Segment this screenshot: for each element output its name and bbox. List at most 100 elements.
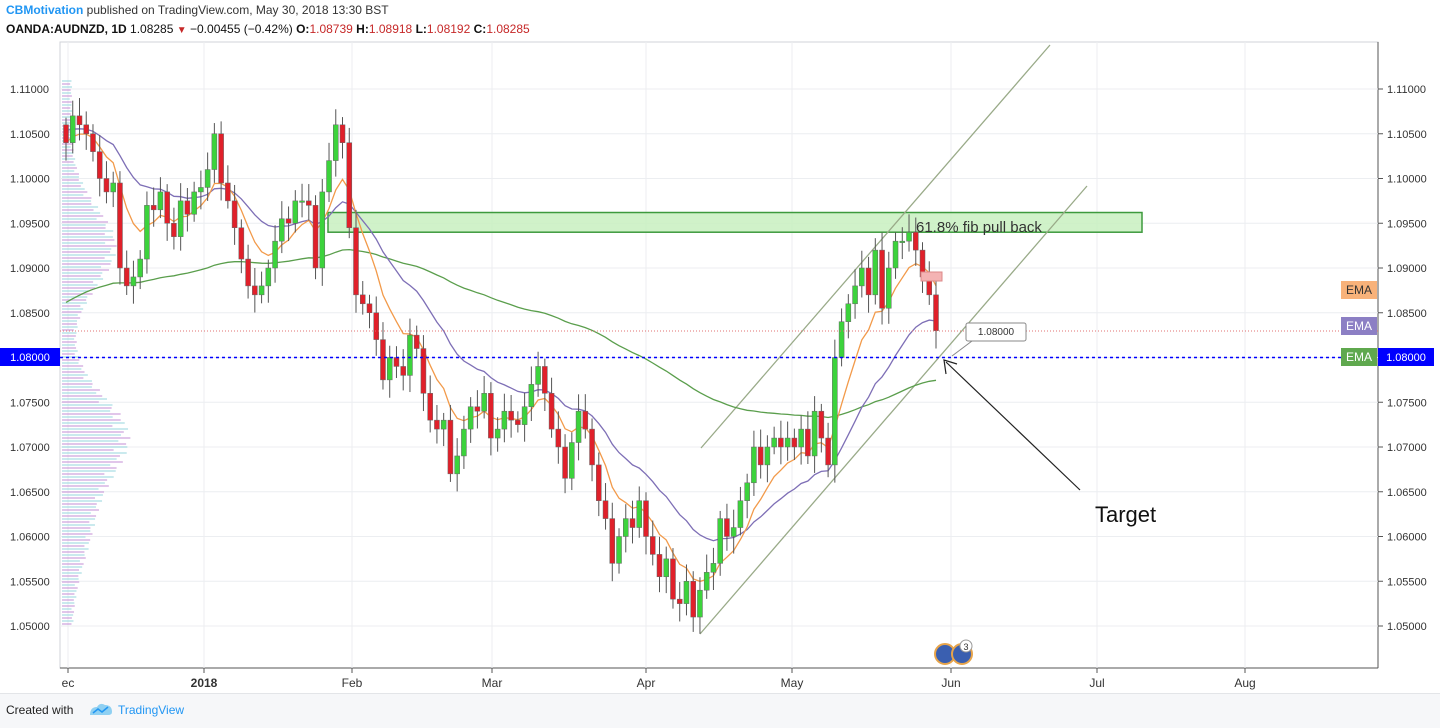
candle[interactable] [447,404,454,482]
price-callout[interactable]: 1.08000 [951,322,1027,357]
candle[interactable] [339,117,346,159]
candle[interactable] [805,411,811,465]
candle[interactable] [832,339,838,483]
candle[interactable] [63,117,69,161]
candle[interactable] [137,250,143,290]
candle[interactable] [724,503,730,551]
candle[interactable] [130,260,137,304]
candle[interactable] [555,411,562,464]
author-name[interactable]: CBMotivation [6,3,84,17]
candles[interactable] [63,98,939,634]
ema-slow-line[interactable] [65,248,937,419]
candle[interactable] [886,251,892,324]
candle[interactable] [582,394,589,439]
candle[interactable] [252,268,258,313]
candle[interactable] [420,335,427,412]
candle[interactable] [346,127,353,239]
candle[interactable] [117,171,123,285]
candle[interactable] [333,109,339,177]
candle[interactable] [198,170,204,210]
candle[interactable] [892,232,899,279]
candle[interactable] [386,345,393,398]
candle[interactable] [515,411,521,433]
price-tag-right[interactable]: 1.08000 [1378,348,1434,366]
candle[interactable] [413,325,420,358]
price-chart[interactable]: 61.8% fib pull back 1.08000 Target 3 1.0… [0,0,1440,693]
candle[interactable] [548,377,555,438]
candle[interactable] [751,430,757,496]
candle[interactable] [488,382,494,456]
candle[interactable] [258,271,265,304]
candle[interactable] [191,181,197,222]
candle[interactable] [171,207,177,250]
fib-zone[interactable] [327,211,1143,233]
target-arrow-line[interactable] [945,361,1081,491]
candle[interactable] [103,161,110,204]
candle[interactable] [791,428,798,460]
candle[interactable] [90,124,96,162]
candle[interactable] [865,256,872,313]
candle[interactable] [312,195,319,280]
candle[interactable] [771,426,777,455]
candle[interactable] [569,432,575,491]
tradingview-logo-icon[interactable] [88,701,114,719]
candle[interactable] [872,238,879,305]
candle[interactable] [157,177,164,219]
candle[interactable] [717,510,723,576]
candle[interactable] [76,98,83,141]
tradingview-link[interactable]: TradingView [118,703,185,717]
candle[interactable] [164,184,170,241]
candle[interactable] [879,232,885,325]
candle[interactable] [818,403,825,453]
candle[interactable] [528,366,535,421]
candle[interactable] [764,435,771,483]
candle[interactable] [110,171,116,208]
candle[interactable] [373,296,379,356]
candle[interactable] [326,142,332,202]
candle[interactable] [913,217,919,266]
candle[interactable] [616,528,622,574]
candle[interactable] [231,184,238,245]
candle[interactable] [623,504,629,553]
candle[interactable] [757,429,764,479]
candle[interactable] [663,546,669,594]
candle[interactable] [737,486,744,536]
candle[interactable] [899,227,906,260]
candle[interactable] [730,509,737,554]
candle[interactable] [811,396,818,473]
candle[interactable] [319,179,326,286]
candle[interactable] [265,259,272,303]
candle[interactable] [407,318,413,393]
candle[interactable] [434,405,440,444]
channel-lower-line[interactable] [699,185,1088,635]
candle[interactable] [400,349,406,391]
candle[interactable] [636,486,643,538]
ema-label-orange[interactable]: EMA [1341,281,1377,299]
candle[interactable] [845,294,852,339]
candle[interactable] [602,483,609,530]
candle[interactable] [83,111,89,150]
ema-fast-line[interactable] [65,133,937,583]
candle[interactable] [69,100,76,154]
candle[interactable] [225,165,231,209]
candle[interactable] [427,375,433,433]
candle[interactable] [218,121,224,201]
candle[interactable] [643,492,649,555]
candle[interactable] [299,183,305,218]
candle[interactable] [744,473,750,519]
candle[interactable] [279,201,285,254]
candle[interactable] [676,582,683,622]
candle[interactable] [123,250,130,295]
candle[interactable] [710,547,717,591]
candle[interactable] [204,152,211,201]
candle[interactable] [596,452,602,517]
candle[interactable] [285,206,292,242]
candle[interactable] [609,502,616,582]
candle[interactable] [461,415,467,469]
candle[interactable] [778,420,784,465]
candle[interactable] [144,191,150,274]
candle[interactable] [474,390,481,429]
candle[interactable] [852,269,858,319]
plot-area[interactable] [59,41,1379,669]
candle[interactable] [440,412,447,447]
